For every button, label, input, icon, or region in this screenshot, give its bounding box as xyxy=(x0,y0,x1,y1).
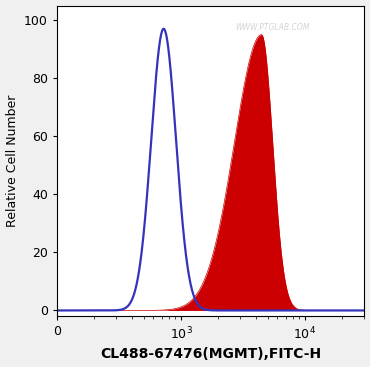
Y-axis label: Relative Cell Number: Relative Cell Number xyxy=(6,95,18,227)
X-axis label: CL488-67476(MGMT),FITC-H: CL488-67476(MGMT),FITC-H xyxy=(100,348,321,361)
Text: WWW.PTGLAB.COM: WWW.PTGLAB.COM xyxy=(235,23,309,32)
